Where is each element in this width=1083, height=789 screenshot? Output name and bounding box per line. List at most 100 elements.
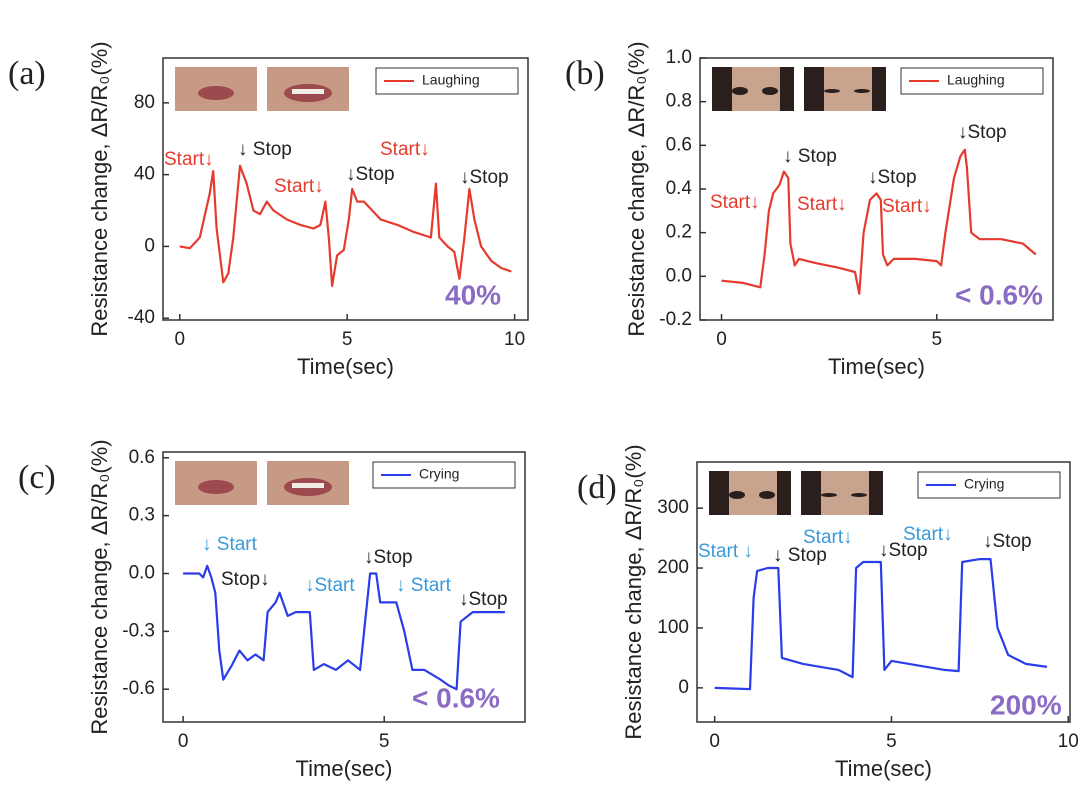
- y-tick-label: 0: [144, 235, 155, 256]
- legend-label: Crying: [964, 476, 1004, 492]
- x-tick-label: 5: [379, 731, 390, 752]
- plot-frame: [696, 461, 1071, 723]
- event-annotation: Start↓: [882, 196, 932, 217]
- plot-frame: [162, 451, 526, 723]
- legend-box: [917, 471, 1061, 499]
- x-tick-label: 0: [178, 731, 189, 752]
- event-annotation: ↓Stop: [346, 164, 395, 185]
- y-axis-title: Resistance change, ΔR/R₀(%): [624, 41, 649, 336]
- x-tick-label: 0: [716, 329, 727, 350]
- event-annotation: ↓Stop: [868, 167, 917, 188]
- event-annotation: ↓Stop: [983, 531, 1032, 552]
- y-tick-label: 0.4: [666, 178, 693, 199]
- event-annotation: ↓ Stop: [238, 139, 292, 160]
- eye: [821, 493, 837, 497]
- x-axis-title: Time(sec): [835, 756, 932, 781]
- y-tick-label: 100: [657, 617, 689, 638]
- teeth: [292, 89, 324, 94]
- y-tick-label: 0.2: [666, 222, 692, 243]
- event-annotation: ↓ Stop: [773, 545, 827, 566]
- data-line: [721, 148, 1037, 295]
- x-tick-label: 0: [709, 731, 720, 752]
- y-tick-label: 0.8: [666, 91, 692, 112]
- y-tick-label: 0.0: [129, 563, 155, 584]
- y-tick-label: -40: [128, 307, 155, 328]
- y-tick-label: 40: [134, 164, 155, 185]
- event-annotation: ↓ Start: [396, 575, 452, 596]
- y-axis-title: Resistance change, ΔR/R₀(%): [87, 41, 112, 336]
- panel-label: (b): [565, 55, 605, 92]
- y-tick-label: 0: [678, 677, 689, 698]
- y-tick-label: -0.2: [659, 309, 692, 330]
- data-line: [714, 558, 1048, 691]
- plot-frame: [162, 57, 529, 321]
- data-line: [179, 164, 512, 287]
- hair: [712, 67, 732, 111]
- hair: [872, 67, 886, 111]
- y-tick-label: 0.3: [129, 505, 155, 526]
- event-annotation: Start↓: [710, 192, 760, 213]
- x-tick-label: 5: [342, 329, 353, 350]
- x-tick-label: 10: [504, 329, 525, 350]
- hair: [801, 471, 821, 515]
- x-tick-label: 10: [1058, 731, 1079, 752]
- y-tick-label: -0.3: [122, 620, 155, 641]
- hair: [869, 471, 883, 515]
- event-annotation: ↓Stop: [879, 540, 928, 561]
- eye: [759, 491, 775, 499]
- x-tick-label: 0: [174, 329, 185, 350]
- event-annotation: Start↓: [803, 527, 853, 548]
- percent-annotation: 40%: [445, 279, 501, 310]
- percent-annotation: < 0.6%: [955, 279, 1043, 310]
- x-axis-title: Time(sec): [297, 354, 394, 379]
- hair: [777, 471, 791, 515]
- y-tick-label: 1.0: [666, 47, 692, 68]
- event-annotation: Start↓: [797, 194, 847, 215]
- eye: [732, 87, 748, 95]
- teeth: [292, 483, 324, 488]
- x-tick-label: 5: [931, 329, 942, 350]
- event-annotation: ↓ Stop: [783, 146, 837, 167]
- event-annotation: ↓Stop: [459, 589, 508, 610]
- event-annotation: ↓Start: [305, 575, 355, 596]
- event-annotation: Start↓: [380, 139, 430, 160]
- hair: [804, 67, 824, 111]
- event-annotation: Stop↓: [221, 569, 270, 590]
- event-annotation: Start↓: [274, 176, 324, 197]
- y-axis-title: Resistance change, ΔR/R₀(%): [87, 439, 112, 734]
- panel-label: (d): [577, 469, 617, 506]
- event-annotation: Start↓: [164, 149, 214, 170]
- mouth: [198, 86, 234, 100]
- legend-label: Laughing: [947, 72, 1005, 88]
- x-tick-label: 5: [886, 731, 897, 752]
- y-tick-label: -0.6: [122, 678, 155, 699]
- y-tick-label: 0.6: [666, 134, 692, 155]
- hair: [780, 67, 794, 111]
- percent-annotation: 200%: [990, 689, 1062, 720]
- event-annotation: Start↓: [903, 524, 953, 545]
- event-annotation: ↓ Start: [202, 534, 258, 555]
- y-tick-label: 200: [657, 557, 689, 578]
- eye: [729, 491, 745, 499]
- x-axis-title: Time(sec): [828, 354, 925, 379]
- panel-label: (a): [8, 55, 46, 92]
- event-annotation: Start ↓: [698, 541, 753, 562]
- data-line: [183, 564, 505, 691]
- eye: [854, 89, 870, 93]
- y-tick-label: 0.6: [129, 447, 155, 468]
- panel-label: (c): [18, 459, 56, 496]
- y-axis-title: Resistance change, ΔR/R₀(%): [621, 444, 646, 739]
- event-annotation: ↓Stop: [460, 167, 509, 188]
- y-tick-label: 0.0: [666, 265, 692, 286]
- legend-label: Laughing: [422, 72, 480, 88]
- percent-annotation: < 0.6%: [412, 682, 500, 713]
- x-axis-title: Time(sec): [296, 756, 393, 781]
- eye: [851, 493, 867, 497]
- eye: [824, 89, 840, 93]
- hair: [709, 471, 729, 515]
- eye: [762, 87, 778, 95]
- event-annotation: ↓Stop: [958, 122, 1007, 143]
- legend-label: Crying: [419, 466, 459, 482]
